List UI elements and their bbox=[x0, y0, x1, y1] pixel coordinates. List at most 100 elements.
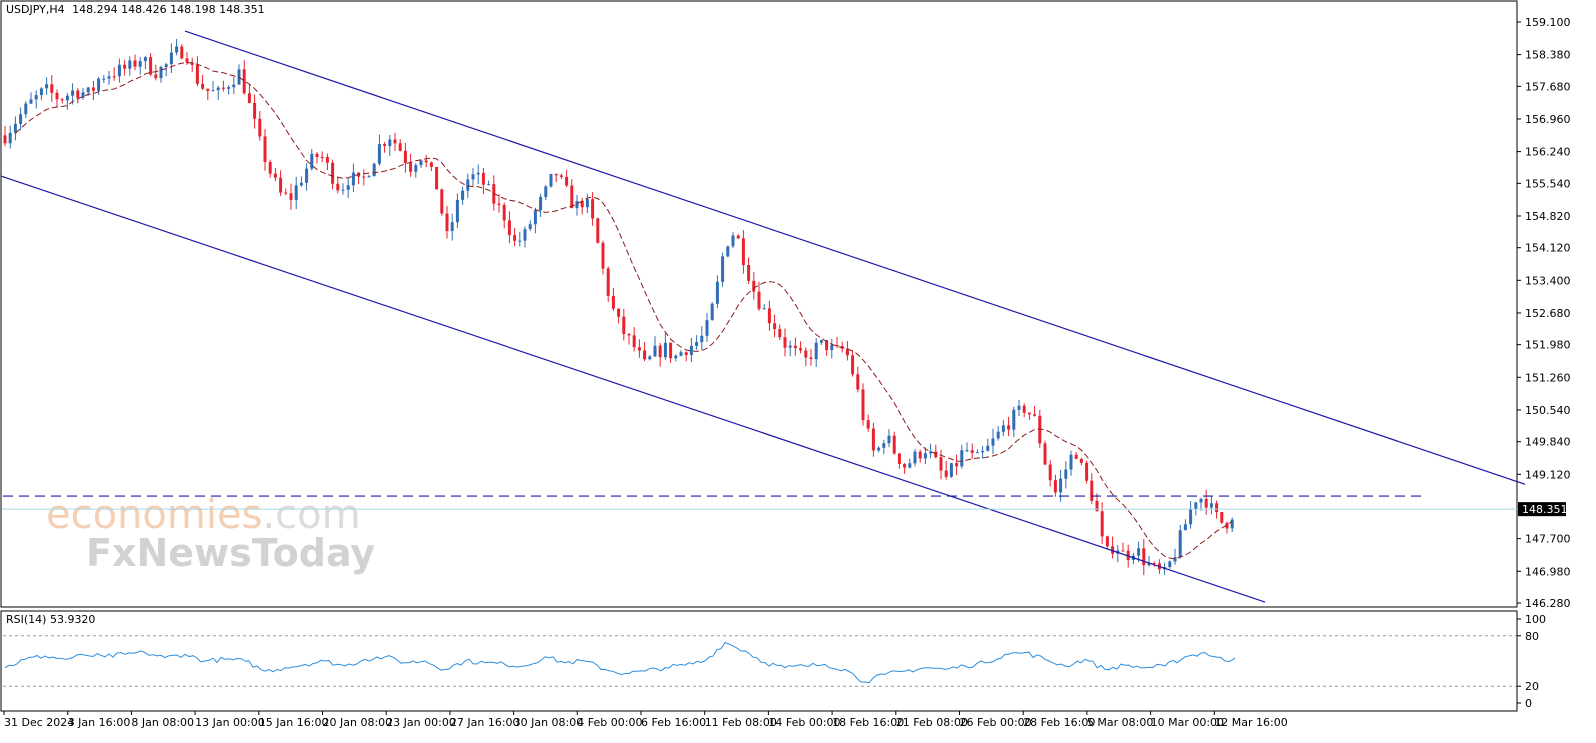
candle-body bbox=[86, 87, 90, 93]
candle-body bbox=[45, 84, 49, 89]
candle-body bbox=[242, 69, 246, 94]
candle-body bbox=[856, 374, 860, 390]
candle-body bbox=[76, 90, 80, 98]
candle-body bbox=[1220, 512, 1224, 523]
candle-body bbox=[325, 157, 329, 163]
candle-body bbox=[138, 61, 142, 67]
candle-body bbox=[143, 57, 147, 62]
time-tick-label: 10 Mar 00:00 bbox=[1151, 716, 1224, 729]
candle-body bbox=[180, 46, 184, 59]
candle-body bbox=[814, 342, 818, 360]
candle-body bbox=[60, 99, 64, 101]
candle-body bbox=[897, 453, 901, 464]
candle-body bbox=[346, 185, 350, 190]
candle-body bbox=[1079, 458, 1083, 463]
watermark-brand-suffix: .com bbox=[262, 492, 360, 538]
price-tick-label: 146.980 bbox=[1525, 565, 1571, 578]
candle-body bbox=[268, 161, 272, 174]
candle-body bbox=[232, 84, 236, 88]
rsi-line bbox=[4, 641, 1236, 684]
candle-body bbox=[975, 452, 979, 454]
candle-body bbox=[653, 345, 657, 357]
candle-body bbox=[253, 102, 257, 119]
candle-body bbox=[149, 57, 153, 75]
price-tick-label: 151.980 bbox=[1525, 339, 1571, 352]
candle-body bbox=[627, 334, 631, 336]
candle-body bbox=[294, 185, 298, 200]
candle-body bbox=[908, 463, 912, 468]
candle-body bbox=[544, 186, 548, 198]
chart-header: USDJPY,H4 148.294 148.426 148.198 148.35… bbox=[6, 3, 265, 16]
candle-body bbox=[507, 220, 511, 236]
candle-body bbox=[767, 308, 771, 324]
candle-body bbox=[123, 64, 127, 69]
candle-body bbox=[778, 329, 782, 338]
candle-body bbox=[1007, 425, 1011, 430]
candle-body bbox=[227, 87, 231, 89]
candle-body bbox=[663, 342, 667, 358]
candle-body bbox=[1027, 412, 1031, 415]
candle-body bbox=[648, 356, 652, 360]
candle-body bbox=[164, 64, 168, 68]
time-tick-label: 23 Jan 00:00 bbox=[386, 716, 456, 729]
candle-body bbox=[1183, 524, 1187, 531]
candle-body bbox=[409, 162, 413, 172]
price-tick-label: 156.960 bbox=[1525, 113, 1571, 126]
candle-body bbox=[533, 210, 537, 225]
time-tick-label: 11 Feb 08:00 bbox=[705, 716, 777, 729]
candle-body bbox=[887, 435, 891, 444]
candle-body bbox=[169, 52, 173, 65]
watermark-brand: economies.com bbox=[46, 492, 361, 538]
candle-body bbox=[757, 291, 761, 309]
candle-body bbox=[211, 90, 215, 92]
candle-body bbox=[1085, 462, 1089, 481]
candle-body bbox=[377, 144, 381, 164]
candle-body bbox=[923, 453, 927, 459]
time-tick-label: 4 Feb 00:00 bbox=[577, 716, 642, 729]
candle-body bbox=[580, 201, 584, 208]
time-tick-label: 12 Mar 16:00 bbox=[1214, 716, 1287, 729]
candle-body bbox=[112, 76, 116, 78]
watermark-brand-primary: economies bbox=[46, 492, 262, 538]
candle-body bbox=[1001, 425, 1005, 432]
candle-body bbox=[471, 174, 475, 180]
candle-body bbox=[34, 95, 38, 100]
candle-body bbox=[731, 235, 735, 247]
price-tick-label: 147.700 bbox=[1525, 533, 1571, 546]
candle-body bbox=[622, 316, 626, 335]
candle-body bbox=[65, 95, 69, 101]
candle-body bbox=[107, 76, 111, 79]
candle-body bbox=[289, 193, 293, 200]
candle-body bbox=[450, 222, 454, 231]
time-tick-label: 13 Jan 00:00 bbox=[195, 716, 265, 729]
candle-body bbox=[1111, 546, 1115, 554]
candle-body bbox=[29, 99, 33, 104]
candle-body bbox=[91, 87, 95, 91]
candle-body bbox=[689, 345, 693, 355]
candle-body bbox=[929, 451, 933, 454]
price-tick-label: 159.100 bbox=[1525, 16, 1571, 29]
price-series-layer bbox=[0, 30, 1526, 603]
candle-body bbox=[502, 204, 506, 221]
candle-body bbox=[1173, 557, 1177, 562]
candle-body bbox=[497, 203, 501, 205]
rsi-tick-label: 100 bbox=[1525, 613, 1546, 626]
time-tick-label: 15 Jan 16:00 bbox=[259, 716, 329, 729]
price-tick-label: 151.260 bbox=[1525, 371, 1571, 384]
candle-body bbox=[159, 67, 163, 79]
candle-body bbox=[388, 139, 392, 147]
candle-body bbox=[284, 192, 288, 194]
candle-body bbox=[1137, 548, 1141, 556]
candle-body bbox=[1064, 469, 1068, 479]
candle-body bbox=[398, 143, 402, 151]
candle-body bbox=[263, 136, 267, 162]
candle-body bbox=[1178, 530, 1182, 558]
candle-body bbox=[1090, 480, 1094, 501]
candle-body bbox=[424, 160, 428, 163]
price-tick-label: 158.380 bbox=[1525, 49, 1571, 62]
candle-body bbox=[102, 78, 106, 80]
candle-body bbox=[206, 88, 210, 91]
candle-body bbox=[705, 320, 709, 336]
